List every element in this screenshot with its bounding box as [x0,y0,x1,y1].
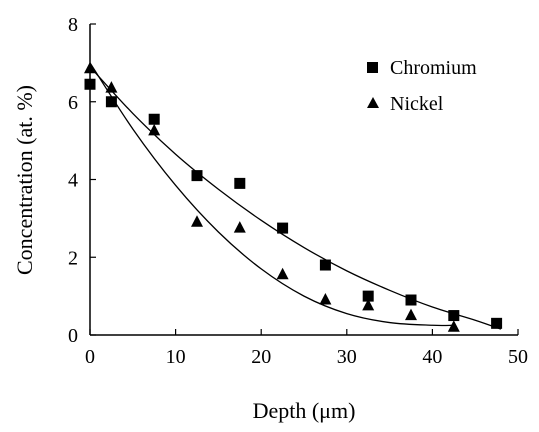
y-tick-label: 8 [68,14,78,36]
x-ticks: 0 10 20 30 40 50 [85,329,528,368]
nickel-point [319,293,332,305]
y-axis-title: Concentration (at. %) [12,85,37,275]
legend-marker-nickel [367,97,379,108]
chromium-point [491,317,503,329]
x-tick-label: 10 [166,346,186,368]
data-points [84,61,503,332]
nickel-fit-curve [89,62,454,327]
chromium-point [84,78,96,90]
x-tick-label: 30 [337,346,357,368]
nickel-point [105,81,118,93]
y-tick-label: 4 [68,170,78,192]
nickel-point [191,215,203,227]
nickel-point [447,320,460,332]
nickel-point [276,267,289,280]
nickel-point [362,298,375,311]
x-tick-label: 0 [85,346,95,368]
chromium-point [105,96,117,108]
x-tick-label: 40 [422,346,442,368]
legend-label-chromium: Chromium [390,57,477,79]
nickel-point [233,221,246,233]
chromium-point [405,294,417,306]
nickel-point [84,61,96,74]
chromium-point [234,177,246,189]
legend-label-nickel: Nickel [390,93,444,115]
chromium-point [319,259,331,271]
legend: Chromium Nickel [367,57,477,115]
legend-marker-chromium [367,62,378,73]
nickel-point [148,123,161,136]
y-tick-label: 2 [68,247,78,269]
chromium-point [362,290,374,302]
fit-curves [89,62,502,330]
x-tick-label: 50 [508,346,528,368]
y-tick-label: 0 [68,325,78,347]
chromium-point [277,222,289,234]
nickel-point [405,308,417,321]
y-ticks: 0 2 4 6 8 [68,14,96,347]
chromium-point [448,310,460,322]
chromium-point [191,170,203,182]
chromium-fit-curve [89,66,502,330]
chromium-point [148,113,160,125]
x-tick-label: 20 [251,346,271,368]
y-tick-label: 6 [68,92,78,114]
x-axis-title: Depth (μm) [253,398,356,423]
